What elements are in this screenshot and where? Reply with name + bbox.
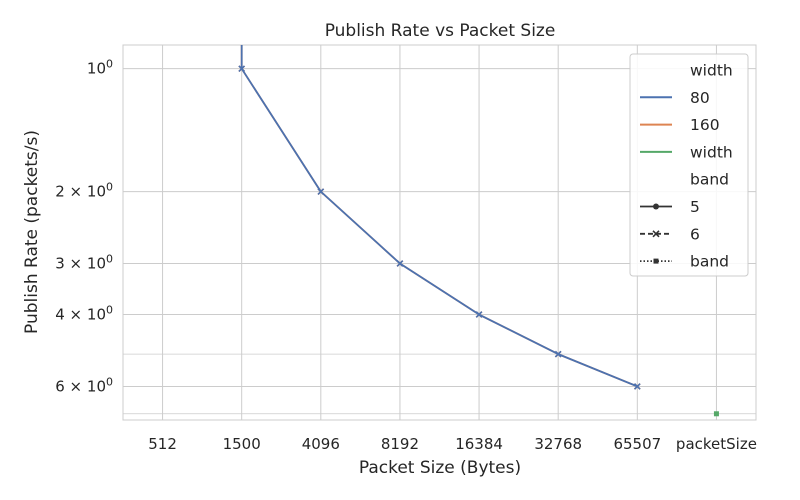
y-tick-base: 6 × 10 [55,377,106,395]
y-tick-label: 3 × 100 [55,253,113,273]
x-tick-label: 1500 [223,435,261,453]
legend: width 80 160 width band 5 6 band [629,53,749,277]
legend-item-style: 5 [640,198,700,216]
series-layer [238,45,719,417]
x-marker [554,350,562,358]
x-tick-label: 65507 [613,435,661,453]
square-marker [653,258,659,264]
square-marker [713,411,719,417]
legend-label: band [690,253,729,271]
x-marker-stroke [652,230,660,238]
legend-label: 80 [690,89,710,107]
legend-item-style: band [640,253,729,271]
legend-label: 160 [690,116,720,134]
legend-item-title: width [690,62,733,80]
x-axis-label: Packet Size (Bytes) [359,458,521,478]
legend-item-title: band [690,171,729,189]
legend-label: band [690,171,729,189]
y-tick-exponent: 0 [106,375,113,388]
series-80 [238,45,641,390]
legend-label: width [690,143,733,161]
legend-frame [629,53,749,277]
tick-labels: 512 1500 4096 8192 16384 32768 65507 packetSize… [55,58,757,453]
x-tick-label: 32768 [534,435,582,453]
x-marker [238,65,246,73]
y-tick-exponent: 0 [106,253,113,266]
x-tick-label: 512 [148,435,177,453]
chart-title: Publish Rate vs Packet Size [325,21,556,41]
x-marker [652,230,660,238]
y-tick-base: 10 [87,60,106,78]
y-tick-label: 100 [87,58,113,78]
legend-label: width [690,62,733,80]
legend-label: 6 [690,225,700,243]
y-tick-label: 2 × 100 [55,181,113,201]
x-tick-label: 8192 [381,435,419,453]
y-tick-label: 6 × 100 [55,375,113,395]
circle-marker [653,203,659,210]
x-tick-label: packetSize [676,435,757,453]
legend-item-hue: 80 [640,89,710,107]
x-marker [475,311,483,318]
x-marker-stroke [633,383,641,390]
y-tick-exponent: 0 [106,181,113,194]
y-tick-base: 4 × 10 [55,306,106,324]
legend-item-hue: 160 [640,116,720,134]
legend-item-hue: width [640,143,733,161]
y-tick-exponent: 0 [106,58,113,71]
x-tick-label: 4096 [302,435,340,453]
y-tick-base: 3 × 10 [55,255,106,273]
x-marker-stroke [475,311,483,318]
y-tick-base: 2 × 10 [55,183,106,201]
y-axis-label: Publish Rate (packets/s) [22,130,42,334]
legend-label: 5 [690,198,700,216]
y-tick-exponent: 0 [106,304,113,317]
x-marker-stroke [317,188,325,195]
x-marker-stroke [554,350,562,358]
series-width [713,411,719,417]
y-tick-label: 4 × 100 [55,304,113,324]
x-marker-stroke [396,260,404,267]
x-marker [396,260,404,267]
x-marker [317,188,325,195]
x-marker [633,383,641,390]
legend-item-style: 6 [640,225,700,243]
x-tick-label: 16384 [455,435,503,453]
x-marker-stroke [238,65,246,73]
